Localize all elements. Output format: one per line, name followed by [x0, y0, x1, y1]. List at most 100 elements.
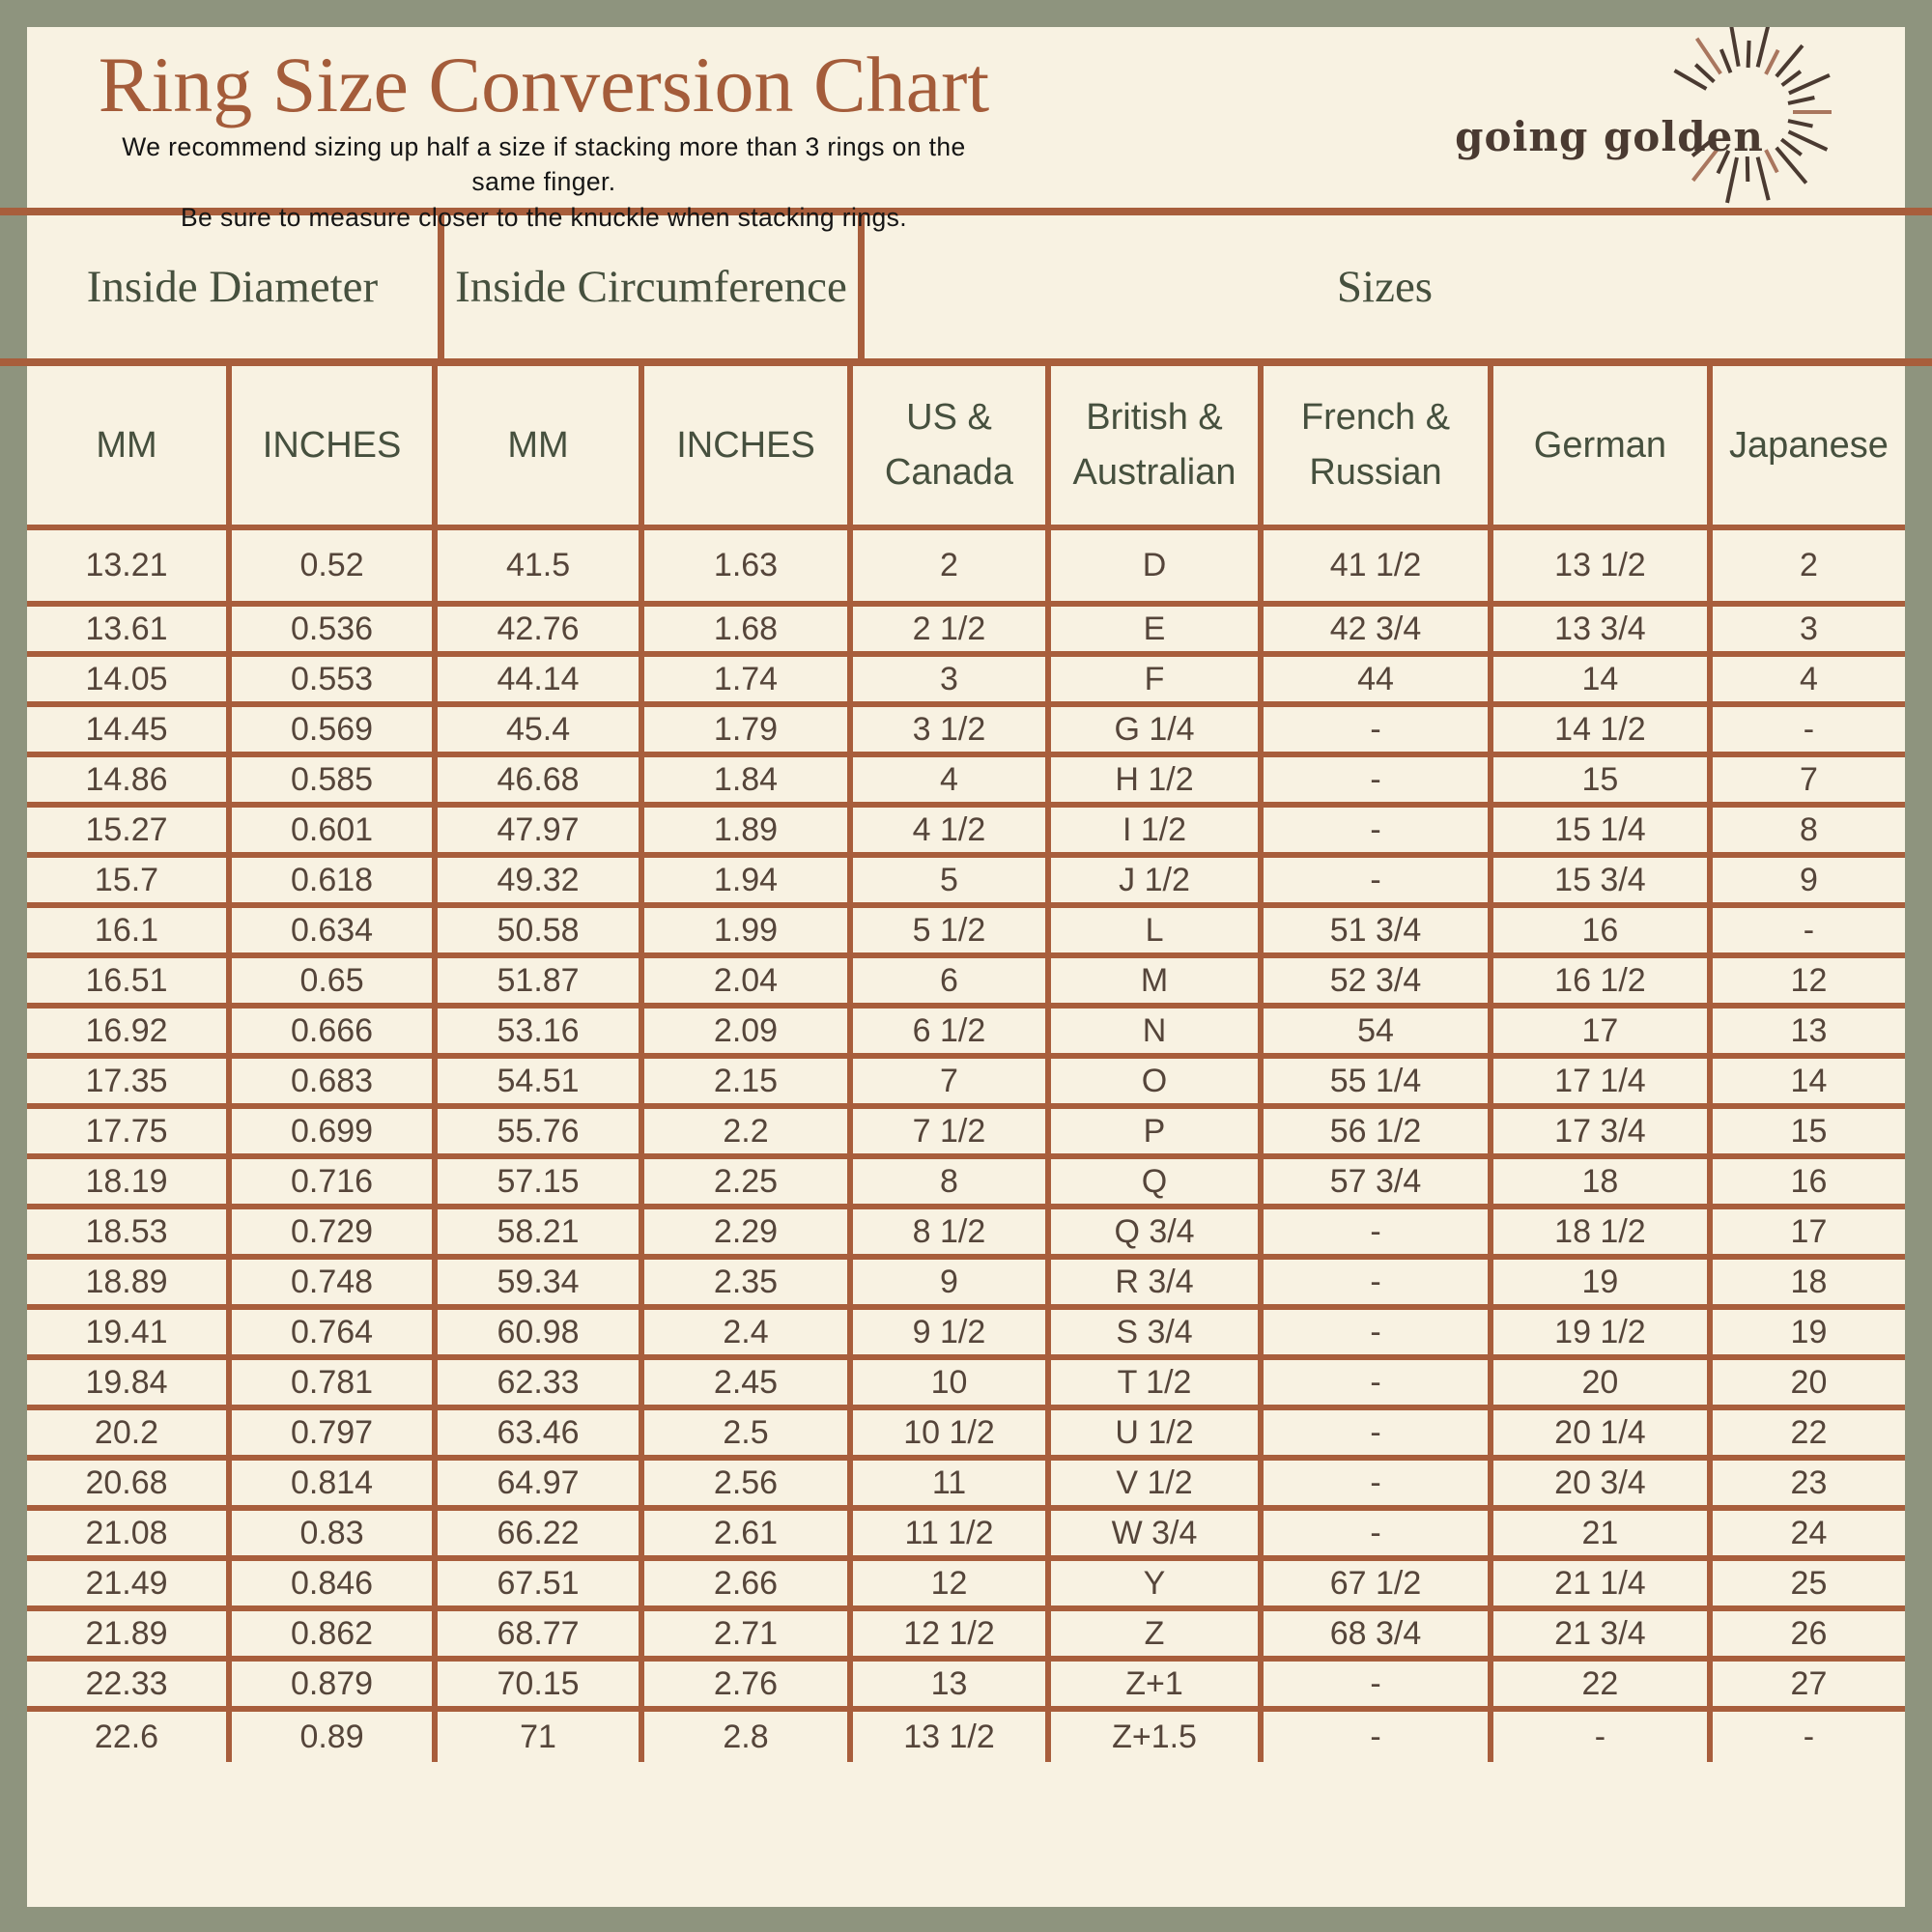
column-header-8: Japanese: [1712, 366, 1905, 530]
table-cell: 10 1/2: [852, 1410, 1052, 1461]
table-cell: 2.71: [644, 1611, 853, 1662]
table-cell: L: [1051, 908, 1264, 958]
table-cell: V 1/2: [1051, 1461, 1264, 1511]
table-cell: 66.22: [438, 1511, 645, 1561]
table-cell: 22: [1712, 1410, 1905, 1461]
table-cell: -: [1493, 1712, 1713, 1762]
table-cell: 3: [1712, 607, 1905, 657]
table-cell: -: [1264, 1662, 1493, 1712]
sunburst-ray: [1775, 43, 1804, 78]
table-cell: 12: [852, 1561, 1052, 1611]
table-row: 20.68 0.814 64.97 2.56 11 V 1/2-20 3/4 23: [27, 1461, 1905, 1511]
table-cell: 2.66: [644, 1561, 853, 1611]
table-cell: 60.98: [438, 1310, 645, 1360]
table-cell: 7 1/2: [852, 1109, 1052, 1159]
table-cell: 2: [1712, 530, 1905, 607]
table-cell: 41 1/2: [1264, 530, 1493, 607]
table-row: 16.1 0.634 50.58 1.99 5 1/2 L 51 3/4 16-: [27, 908, 1905, 958]
table-cell: T 1/2: [1051, 1360, 1264, 1410]
table-cell: 16.1: [27, 908, 233, 958]
table-cell: -: [1264, 1260, 1493, 1310]
table-cell: 1.94: [644, 858, 853, 908]
table-cell: 1.79: [644, 707, 853, 757]
sunburst-ray: [1716, 150, 1731, 175]
table-cell: 22.33: [27, 1662, 233, 1712]
table-cell: -: [1264, 1310, 1493, 1360]
table-cell: 7: [1712, 757, 1905, 808]
sunburst-ray: [1725, 156, 1739, 204]
sunburst-ray: [1780, 70, 1803, 87]
table-cell: 14: [1492, 657, 1713, 707]
table-cell: -: [1803, 1718, 1815, 1755]
table-row: 15.7 0.618 49.32 1.94 5 J 1/2-15 3/4 9: [27, 858, 1905, 908]
sunburst-ray: [1693, 63, 1716, 84]
sunburst-ray: [1694, 37, 1722, 75]
table-cell: 55.76: [438, 1109, 645, 1159]
table-cell: 17 1/4: [1492, 1059, 1713, 1109]
table-cell: 56 1/2: [1264, 1109, 1493, 1159]
table-cell: 0.699: [232, 1109, 439, 1159]
table-cell: 4: [852, 757, 1052, 808]
table-cell: 1.68: [644, 607, 853, 657]
table-cell: 71: [438, 1712, 645, 1762]
table-cell: J 1/2: [1051, 858, 1264, 908]
table-cell: 20 1/4: [1492, 1410, 1713, 1461]
group-inside-circumference: Inside Circumference: [437, 215, 858, 358]
table-cell: 16 1/2: [1492, 958, 1713, 1009]
table-cell: 14: [1712, 1059, 1905, 1109]
table-cell: 50.58: [438, 908, 645, 958]
table-cell: 55 1/4: [1264, 1059, 1493, 1109]
table-cell: 49.32: [438, 858, 645, 908]
table-cell: 0.814: [232, 1461, 439, 1511]
table-row: 15.27 0.601 47.97 1.89 4 1/2 I 1/2-15 1/4 8: [27, 808, 1905, 858]
table-cell: S 3/4: [1051, 1310, 1264, 1360]
column-header-1: INCHES: [232, 366, 439, 530]
table-cell: 1.89: [644, 808, 853, 858]
table-cell: 46.68: [438, 757, 645, 808]
title-block: Ring Size Conversion Chart We recommend …: [95, 27, 993, 236]
table-row: 22.33 0.879 70.15 2.76 13 Z+1-22 27: [27, 1662, 1905, 1712]
table-cell: 8 1/2: [852, 1209, 1052, 1260]
table-cell: 42.76: [438, 607, 645, 657]
table-cell: 14.05: [27, 657, 233, 707]
frame-top: [0, 0, 1932, 27]
table-cell: 2.4: [644, 1310, 853, 1360]
table-cell: Q 3/4: [1051, 1209, 1264, 1260]
table-cell: 2.8: [644, 1712, 853, 1762]
table-cell: 18.89: [27, 1260, 233, 1310]
table-cell: 20.2: [27, 1410, 233, 1461]
table-cell: 2.09: [644, 1009, 853, 1059]
table-cell: 53.16: [438, 1009, 645, 1059]
table-cell: 16.92: [27, 1009, 233, 1059]
subtitle-line-2: Be sure to measure closer to the knuckle…: [180, 202, 908, 232]
table-cell: 44: [1264, 657, 1493, 707]
table-cell: 2.76: [644, 1662, 853, 1712]
table-cell: 0.797: [232, 1410, 439, 1461]
table-cell: 3: [852, 657, 1052, 707]
table-cell: 22.6: [27, 1712, 233, 1762]
table-cell: 25: [1712, 1561, 1905, 1611]
table-row: 19.41 0.764 60.98 2.4 9 1/2 S 3/4-19 1/2 19: [27, 1310, 1905, 1360]
table-cell: 13 1/2: [853, 1712, 1052, 1762]
table-cell: 17: [1492, 1009, 1713, 1059]
table-row: 19.84 0.781 62.33 2.45 10 T 1/2-20 20: [27, 1360, 1905, 1410]
table-cell: 42 3/4: [1264, 607, 1493, 657]
table-cell: 2.29: [644, 1209, 853, 1260]
table-cell: 0.83: [232, 1511, 439, 1561]
table-row: 14.05 0.553 44.14 1.74 3 F 44 14 4: [27, 657, 1905, 707]
table-cell: 13: [1712, 1009, 1905, 1059]
table-cell: 9: [852, 1260, 1052, 1310]
table-cell: 5 1/2: [852, 908, 1052, 958]
table-cell: 13.61: [27, 607, 233, 657]
table-cell: -: [1264, 1461, 1493, 1511]
table-cell: 12 1/2: [852, 1611, 1052, 1662]
sunburst-ray: [1729, 27, 1741, 68]
table-cell: 19.41: [27, 1310, 233, 1360]
sunburst-ray: [1755, 156, 1771, 201]
table-cell: 45.4: [438, 707, 645, 757]
table-cell: -: [1264, 1511, 1493, 1561]
divider-line-top: [0, 208, 1932, 215]
table-cell: 9 1/2: [852, 1310, 1052, 1360]
table-cell: P: [1051, 1109, 1264, 1159]
table-cell: 15: [1712, 1109, 1905, 1159]
